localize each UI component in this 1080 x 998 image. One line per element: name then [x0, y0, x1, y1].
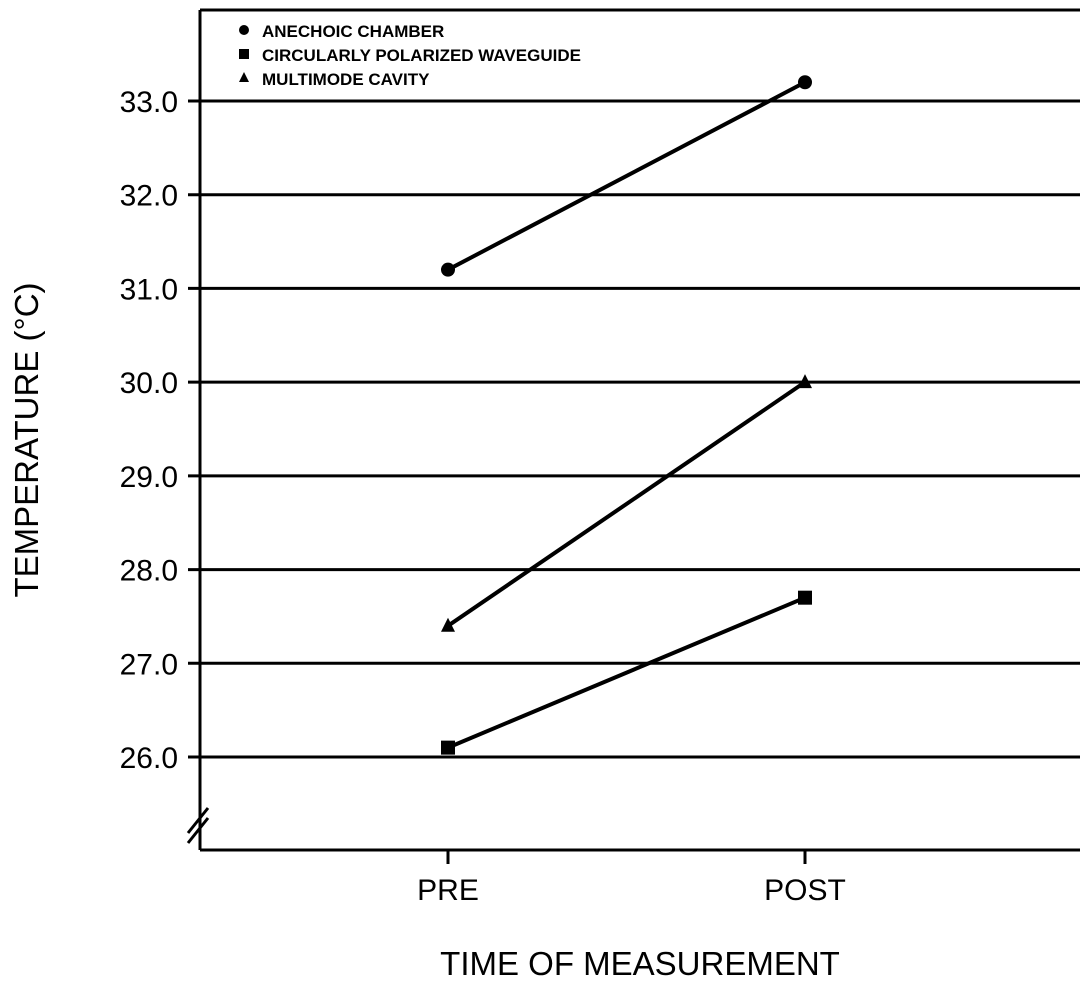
y-tick-label: 29.0 [120, 461, 178, 494]
axis-break-mark [186, 817, 210, 844]
point-marker [239, 25, 249, 35]
series-line [446, 380, 807, 628]
y-axis-title: TEMPERATURE (°C) [8, 282, 45, 597]
legend-label: MULTIMODE CAVITY [262, 70, 430, 89]
x-tick-label: PRE [417, 874, 479, 907]
series-line [447, 595, 806, 750]
y-tick-label: 33.0 [120, 86, 178, 119]
point-marker [441, 740, 455, 755]
y-tick-label: 32.0 [120, 180, 178, 213]
series [441, 75, 812, 755]
axis-break-mark [186, 807, 210, 834]
y-tick-label: 26.0 [120, 742, 178, 775]
y-tick-label: 28.0 [120, 555, 178, 588]
point-marker [441, 262, 455, 277]
legend: ANECHOIC CHAMBER CIRCULARLY POLARIZED WAV… [239, 22, 581, 89]
y-tick-label: 27.0 [120, 648, 178, 681]
point-marker [798, 374, 812, 389]
y-tick-label: 31.0 [120, 273, 178, 306]
legend-label: ANECHOIC CHAMBER [262, 22, 444, 41]
y-tick-label: 30.0 [120, 367, 178, 400]
x-tick-label: POST [764, 874, 846, 907]
x-axis-title: TIME OF MEASUREMENT [440, 945, 840, 982]
point-marker [239, 49, 249, 59]
point-marker [441, 617, 455, 632]
gridlines [188, 99, 1080, 759]
legend-label: CIRCULARLY POLARIZED WAVEGUIDE [262, 46, 581, 65]
point-marker [239, 72, 249, 82]
series-line [447, 80, 806, 272]
axes: 26.0 27.0 28.0 29.0 30.0 31.0 32.0 33.0 PRE POST [120, 8, 1080, 907]
point-marker [798, 75, 812, 90]
point-marker [798, 590, 812, 605]
